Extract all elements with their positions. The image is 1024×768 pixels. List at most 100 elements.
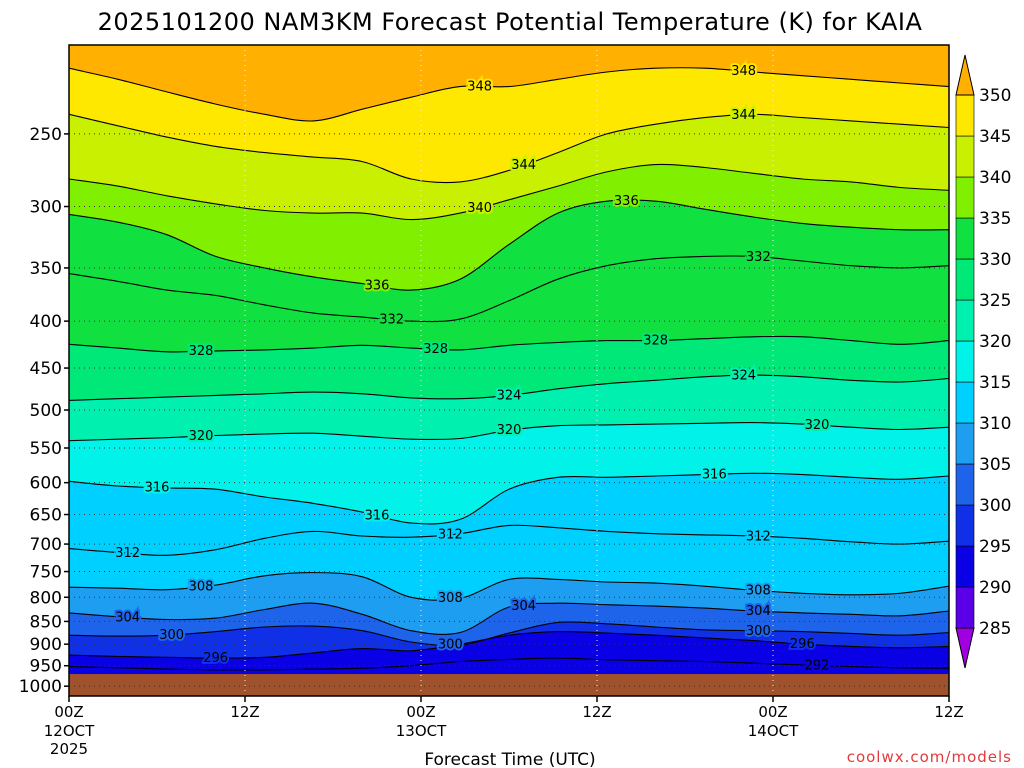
isentrope-label: 332 bbox=[379, 313, 404, 328]
y-tick-label: 750 bbox=[30, 563, 62, 583]
colorbar-label: 310 bbox=[979, 414, 1011, 434]
isentrope-label: 336 bbox=[365, 279, 390, 294]
colorbar-label: 330 bbox=[979, 250, 1011, 270]
isentrope-label: 312 bbox=[115, 546, 140, 561]
isentrope-label: 320 bbox=[497, 423, 522, 438]
colorbar-segment bbox=[955, 504, 975, 547]
isentrope-label: 308 bbox=[438, 591, 463, 606]
isentrope-line bbox=[69, 374, 949, 401]
theta-fill-layer bbox=[69, 45, 949, 696]
isentrope-label: 308 bbox=[746, 584, 771, 599]
colorbar-lower-arrow bbox=[955, 627, 975, 669]
y-tick-label: 350 bbox=[30, 259, 62, 279]
isentrope-label: 316 bbox=[145, 481, 170, 496]
x-tick-label: 00Z bbox=[54, 703, 83, 721]
isentrope-line bbox=[69, 113, 949, 184]
isentrope-label: 332 bbox=[746, 250, 771, 265]
isentrope-line bbox=[69, 524, 949, 556]
ground-terrain bbox=[69, 674, 949, 696]
chart-title: 2025101200 NAM3KM Forecast Potential Tem… bbox=[98, 8, 923, 36]
isentrope-label: 300 bbox=[438, 637, 463, 652]
y-tick-label: 250 bbox=[30, 125, 62, 145]
isentrope-label: 344 bbox=[511, 158, 536, 173]
y-tick-label: 1000 bbox=[19, 677, 62, 697]
x-tick-date-label: 12OCT bbox=[44, 722, 95, 740]
theta-band bbox=[69, 45, 949, 122]
isentrope-line bbox=[69, 630, 949, 659]
colorbar-segment bbox=[955, 217, 975, 260]
isentrope-label: 300 bbox=[159, 628, 184, 643]
plot-area: 292 296 296 300 300 300 304 304 304 308 308 308 312 3… bbox=[69, 45, 949, 696]
isentrope-line bbox=[69, 657, 949, 671]
isentrope-label: 308 bbox=[189, 580, 214, 595]
isentrope-label: 328 bbox=[423, 342, 448, 357]
colorbar-segment bbox=[955, 463, 975, 506]
y-tick-label: 550 bbox=[30, 439, 62, 459]
isentrope-label: 296 bbox=[790, 637, 815, 652]
colorbar: 285 290 295 300 305 310 315 320 325 330 335 340 345 3… bbox=[955, 54, 1011, 669]
x-tick-label: 12Z bbox=[582, 703, 611, 721]
grid-lines bbox=[69, 45, 949, 696]
isentrope-layer bbox=[69, 67, 949, 671]
isentrope-label: 292 bbox=[805, 658, 830, 673]
colorbar-label: 315 bbox=[979, 373, 1011, 393]
isentrope-label: 320 bbox=[189, 429, 214, 444]
credit-text: coolwx.com/models bbox=[847, 748, 1012, 766]
isentrope-line bbox=[69, 255, 949, 323]
y-tick-label: 850 bbox=[30, 612, 62, 632]
colorbar-segment bbox=[955, 135, 975, 178]
y-tick-label: 800 bbox=[30, 588, 62, 608]
isentrope-label: 328 bbox=[189, 344, 214, 359]
y-tick-label: 450 bbox=[30, 359, 62, 379]
colorbar-segment bbox=[955, 176, 975, 219]
plot-frame bbox=[68, 44, 950, 697]
colorbar-label: 320 bbox=[979, 332, 1011, 352]
isentrope-label: 348 bbox=[467, 80, 492, 95]
isentrope-line bbox=[69, 67, 949, 122]
colorbar-label: 305 bbox=[979, 455, 1011, 475]
pressure-axis: 250 300 350 400 450 500 550 600 650 700 750 800 850 9… bbox=[19, 125, 69, 697]
isentrope-label: 320 bbox=[805, 418, 830, 433]
colorbar-label: 285 bbox=[979, 619, 1011, 639]
isentrope-label: 316 bbox=[365, 508, 390, 523]
colorbar-label: 325 bbox=[979, 291, 1011, 311]
isentrope-label: 324 bbox=[731, 368, 756, 383]
isentrope-line bbox=[69, 572, 949, 601]
isentrope-label: 336 bbox=[614, 194, 639, 209]
isentrope-line bbox=[69, 602, 949, 635]
isentrope-line bbox=[69, 163, 949, 221]
isentrope-label: 328 bbox=[643, 334, 668, 349]
colorbar-segment bbox=[955, 340, 975, 383]
isentrope-line bbox=[69, 199, 949, 291]
x-tick-label: 12Z bbox=[230, 703, 259, 721]
isentrope-label: 324 bbox=[497, 388, 522, 403]
isentrope-label: 312 bbox=[438, 527, 463, 542]
x-tick-label: 00Z bbox=[758, 703, 787, 721]
x-tick-label: 00Z bbox=[406, 703, 435, 721]
isentrope-label: 304 bbox=[115, 610, 140, 625]
isentrope-label-layer: 292 296 296 300 300 300 304 304 304 308 308 308 312 3… bbox=[113, 62, 831, 675]
x-tick-label: 12Z bbox=[934, 703, 963, 721]
colorbar-segment bbox=[955, 381, 975, 424]
colorbar-label: 295 bbox=[979, 537, 1011, 557]
colorbar-segment bbox=[955, 586, 975, 629]
colorbar-segment bbox=[955, 94, 975, 137]
isentrope-label: 316 bbox=[702, 467, 727, 482]
y-tick-label: 950 bbox=[30, 657, 62, 677]
colorbar-segment bbox=[955, 299, 975, 342]
colorbar-segment bbox=[955, 545, 975, 588]
y-tick-label: 700 bbox=[30, 535, 62, 555]
colorbar-label: 290 bbox=[979, 578, 1011, 598]
y-tick-label: 400 bbox=[30, 312, 62, 332]
y-tick-label: 650 bbox=[30, 506, 62, 526]
y-tick-label: 600 bbox=[30, 474, 62, 494]
isentrope-label: 340 bbox=[467, 201, 492, 216]
colorbar-upper-arrow bbox=[955, 54, 975, 96]
colorbar-segment bbox=[955, 422, 975, 465]
isentrope-line bbox=[69, 621, 949, 647]
isentrope-label: 344 bbox=[731, 108, 756, 123]
x-tick-year-label: 2025 bbox=[50, 740, 88, 758]
colorbar-label: 335 bbox=[979, 209, 1011, 229]
